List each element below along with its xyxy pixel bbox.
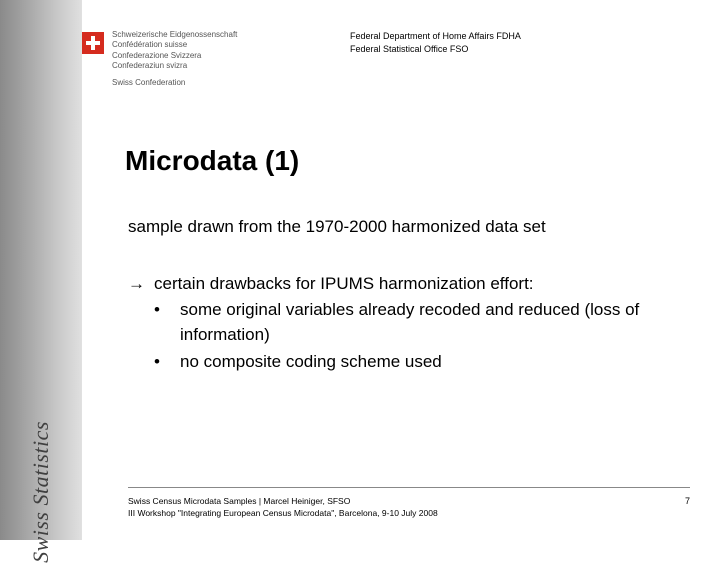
footer-line: III Workshop "Integrating European Censu… xyxy=(128,508,438,520)
conf-line: Confederaziun svizra xyxy=(112,61,237,71)
arrow-icon: → xyxy=(128,272,154,297)
bullet-item: • no composite coding scheme used xyxy=(128,350,680,375)
arrow-text: certain drawbacks for IPUMS harmonizatio… xyxy=(154,272,534,297)
page-number: 7 xyxy=(685,496,690,506)
conf-line: Swiss Confederation xyxy=(112,78,237,88)
intro-text: sample drawn from the 1970-2000 harmoniz… xyxy=(128,215,680,240)
bullet-icon: • xyxy=(154,298,180,347)
conf-line: Confédération suisse xyxy=(112,40,237,50)
page-title: Microdata (1) xyxy=(125,145,299,177)
footer: Swiss Census Microdata Samples | Marcel … xyxy=(128,487,690,520)
bullet-item: • some original variables already recode… xyxy=(128,298,680,347)
content-body: sample drawn from the 1970-2000 harmoniz… xyxy=(128,215,680,376)
confederation-logo-block: Schweizerische Eidgenossenschaft Confédé… xyxy=(82,30,237,100)
conf-line: Schweizerische Eidgenossenschaft xyxy=(112,30,237,40)
footer-line: Swiss Census Microdata Samples | Marcel … xyxy=(128,496,438,508)
footer-text: Swiss Census Microdata Samples | Marcel … xyxy=(128,496,438,520)
confederation-text: Schweizerische Eidgenossenschaft Confédé… xyxy=(112,30,237,88)
sidebar-banner: Swiss Statistics xyxy=(0,0,82,540)
bullet-text: some original variables already recoded … xyxy=(180,298,680,347)
conf-line: Confederazione Svizzera xyxy=(112,51,237,61)
dept-line: Federal Statistical Office FSO xyxy=(350,43,521,56)
sidebar-label: Swiss Statistics xyxy=(28,421,54,563)
arrow-line: → certain drawbacks for IPUMS harmonizat… xyxy=(128,272,680,297)
bullet-text: no composite coding scheme used xyxy=(180,350,442,375)
bullet-icon: • xyxy=(154,350,180,375)
dept-line: Federal Department of Home Affairs FDHA xyxy=(350,30,521,43)
department-text: Federal Department of Home Affairs FDHA … xyxy=(350,30,521,55)
swiss-cross-icon xyxy=(82,32,104,54)
